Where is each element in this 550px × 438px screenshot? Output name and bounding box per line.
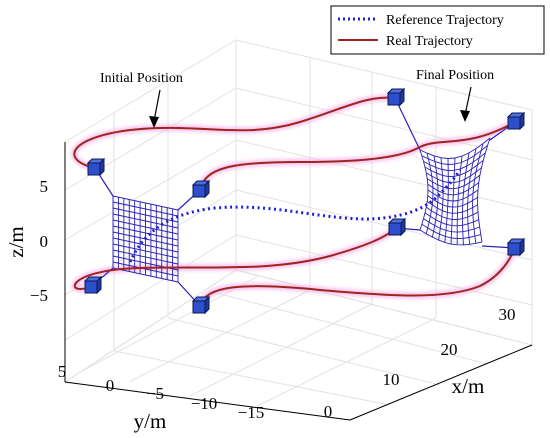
corner-marker: [191, 179, 211, 199]
x-tick-label: 20: [441, 340, 458, 359]
right-pane: [235, 39, 533, 346]
y-tick-label: 5: [58, 362, 67, 381]
mesh-line: [472, 143, 484, 244]
mesh-line: [450, 157, 456, 245]
initial-position-annotation: Initial Position: [100, 71, 183, 86]
cube-side: [96, 275, 102, 295]
x-tick-label: 10: [383, 370, 400, 389]
z-tick-label: 5: [40, 177, 49, 196]
z-tick-label: −5: [30, 286, 48, 305]
y-tick-label: −10: [191, 394, 218, 413]
z-axis-label: z/m: [4, 226, 28, 258]
cube-face: [87, 162, 101, 176]
grid-line: [208, 290, 488, 365]
cube-face: [388, 222, 402, 236]
final-position-arrow: [464, 86, 472, 116]
x-tick-label: 0: [324, 402, 333, 421]
tick-labels: 5 0 −5 5 0 −5 −10 −15 0 10 20 30: [30, 177, 516, 422]
corner-marker: [506, 111, 526, 131]
cube-face: [507, 242, 521, 256]
final-position-arrowhead: [460, 110, 470, 122]
legend-reference-label: Reference Trajectory: [386, 13, 504, 28]
grid-line: [252, 317, 437, 409]
legend: Reference Trajectory Real Trajectory: [330, 5, 545, 55]
x-axis-line: [349, 344, 533, 421]
cube-face: [84, 280, 98, 294]
mesh-line: [477, 137, 491, 243]
legend-box: [330, 5, 545, 55]
x-tick-label: 30: [499, 305, 516, 324]
cube-side: [204, 295, 210, 315]
cube-face: [387, 92, 401, 106]
corner-marker: [83, 275, 103, 295]
corner-marker: [506, 237, 526, 257]
grid-line: [235, 234, 533, 306]
legend-real-label: Real Trajectory: [386, 34, 473, 49]
grid-line: [189, 303, 373, 397]
initial-mesh: [112, 195, 179, 283]
mesh-line: [112, 267, 179, 283]
grid-line: [64, 139, 237, 241]
grid-line: [64, 234, 237, 341]
mesh-line: [425, 152, 434, 234]
mesh-line: [467, 148, 477, 245]
corner-marker: [191, 295, 211, 315]
grid-line: [235, 189, 533, 261]
grid-line: [128, 289, 311, 383]
cube-side: [399, 87, 405, 107]
final-position-annotation: Final Position: [416, 68, 494, 83]
mesh-line: [462, 152, 470, 245]
y-tick-label: −5: [146, 384, 164, 403]
corner-marker: [387, 217, 407, 237]
mesh-line: [444, 158, 449, 243]
grid-line: [235, 139, 533, 211]
grid-line: [167, 317, 441, 386]
mesh-line: [112, 261, 179, 277]
corner-marker: [86, 157, 106, 177]
y-axis-label: y/m: [134, 409, 167, 433]
plot-area: [70, 87, 526, 315]
final-mesh: [419, 137, 491, 246]
real-trajectory-line: [73, 227, 397, 290]
grid-line: [83, 276, 258, 371]
cube-face: [192, 184, 206, 198]
grid-line: [235, 87, 533, 161]
reference-trajectory-line: [128, 169, 462, 263]
real-trajectory-line: [73, 96, 396, 169]
initial-position-arrow: [153, 89, 161, 122]
grid-line: [113, 350, 391, 406]
axes: [64, 142, 533, 421]
y-tick-label: −15: [238, 403, 265, 422]
real-trajectory-line: [199, 121, 516, 191]
cube-side: [519, 237, 525, 257]
real-trajectory-line: [199, 247, 516, 307]
cube-face: [192, 300, 206, 314]
cube-side: [204, 179, 210, 199]
z-tick-label: 0: [40, 232, 49, 251]
mesh-line: [438, 157, 444, 241]
y-axis-line: [64, 381, 351, 421]
tether-line: [394, 97, 421, 151]
cube-side: [400, 217, 406, 237]
mesh-line: [419, 149, 429, 231]
cube-face: [507, 116, 521, 130]
mesh-line: [456, 156, 463, 245]
y-tick-label: 0: [106, 376, 115, 395]
mesh-line: [431, 155, 439, 238]
cube-side: [519, 111, 525, 131]
initial-position-arrowhead: [149, 116, 159, 128]
real-trajectory-glow: [196, 246, 519, 308]
cube-side: [99, 157, 105, 177]
x-axis-label: x/m: [452, 374, 485, 398]
corner-marker: [386, 87, 406, 107]
